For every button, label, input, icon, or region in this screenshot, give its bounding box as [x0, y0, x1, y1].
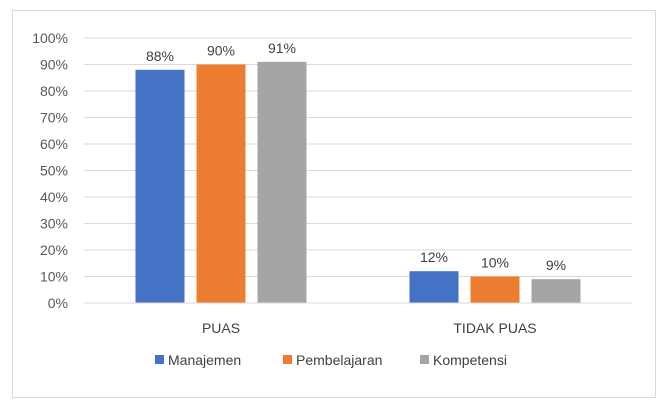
- bar: [196, 64, 246, 303]
- data-label: 12%: [420, 249, 448, 265]
- y-tick-label: 90%: [40, 57, 68, 73]
- bar: [409, 271, 459, 303]
- legend-swatch: [283, 355, 292, 364]
- data-label: 90%: [207, 43, 235, 59]
- legend-label: Kompetensi: [433, 352, 507, 368]
- y-tick-label: 70%: [40, 110, 68, 126]
- x-category-label: PUAS: [202, 320, 240, 336]
- bar: [257, 61, 307, 303]
- legend-swatch: [420, 355, 429, 364]
- y-tick-label: 20%: [40, 242, 68, 258]
- legend-label: Manajemen: [168, 352, 241, 368]
- y-tick-label: 50%: [40, 163, 68, 179]
- data-label: 91%: [268, 40, 296, 56]
- x-category-label: TIDAK PUAS: [453, 320, 536, 336]
- y-tick-label: 0%: [48, 295, 68, 311]
- legend-label: Pembelajaran: [296, 352, 382, 368]
- chart-frame: [12, 10, 656, 398]
- data-label: 10%: [481, 255, 509, 271]
- legend-swatch: [155, 355, 164, 364]
- data-label: 9%: [546, 257, 566, 273]
- y-tick-label: 60%: [40, 136, 68, 152]
- bar: [531, 279, 581, 303]
- y-tick-label: 40%: [40, 189, 68, 205]
- y-tick-label: 10%: [40, 269, 68, 285]
- bar: [470, 276, 520, 303]
- bar: [135, 69, 185, 303]
- y-tick-label: 100%: [32, 30, 68, 46]
- y-tick-label: 80%: [40, 83, 68, 99]
- data-label: 88%: [146, 48, 174, 64]
- y-tick-label: 30%: [40, 216, 68, 232]
